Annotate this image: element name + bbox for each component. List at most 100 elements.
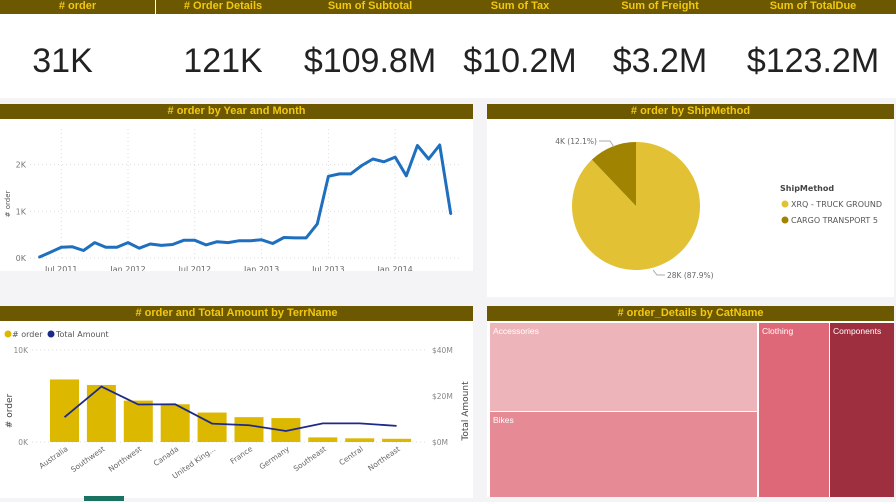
legend-item: XRQ - TRUCK GROUND xyxy=(791,200,882,209)
kpi-value: 121K xyxy=(183,42,263,80)
data-point xyxy=(115,246,118,249)
kpi-label: # Order Details xyxy=(156,0,290,14)
x-tick-label: Northwest xyxy=(107,444,144,474)
data-point xyxy=(182,239,185,242)
data-point xyxy=(227,241,230,244)
chart-title: # order by Year and Month xyxy=(0,104,473,119)
legend-item: Total Amount xyxy=(55,330,109,339)
bar xyxy=(345,438,375,442)
kpi-subtotal: Sum of Subtotal $109.8M xyxy=(290,0,450,98)
legend-marker xyxy=(781,216,789,224)
line-chart: 0K 1K 2K Jul 2011 Jan 2012 Jul 2012 Jan 2013 Ju… xyxy=(4,129,462,285)
kpi-row: # order 31K # Order Details 121K Sum of Su… xyxy=(0,0,896,98)
treemap-panel[interactable]: # order_Details by CatName Accessories Bi… xyxy=(487,306,894,497)
legend-title: ShipMethod xyxy=(780,184,834,193)
data-point xyxy=(93,241,96,244)
x-tick-label: Jan 2012 xyxy=(109,265,145,271)
y2-tick-label: $40M xyxy=(432,346,453,355)
treemap: Accessories Bikes Clothing Components xyxy=(487,321,894,497)
pie-chart-panel[interactable]: # order by ShipMethod 4K (12.1%) 28K (87.… xyxy=(487,104,894,297)
amount-line xyxy=(63,385,397,432)
y2-axis-title: Total Amount xyxy=(461,381,471,442)
x-tick-label: Australia xyxy=(37,444,69,470)
bar xyxy=(160,404,190,442)
kpi-totaldue: Sum of TotalDue $123.2M xyxy=(730,0,896,98)
tile-label: Components xyxy=(833,326,882,336)
x-tick-label: Jan 2013 xyxy=(243,265,279,271)
data-point xyxy=(427,157,430,160)
data-point xyxy=(449,213,452,216)
kpi-value: $123.2M xyxy=(746,42,880,80)
line-chart-panel[interactable]: # order by Year and Month 0K 1K 2K Jul 2011… xyxy=(0,104,473,285)
data-point xyxy=(82,249,85,252)
x-tick-label: Canada xyxy=(152,444,181,468)
bar xyxy=(234,417,264,442)
data-point xyxy=(338,172,341,175)
data-point xyxy=(38,256,40,259)
legend-item: CARGO TRANSPORT 5 xyxy=(791,216,878,225)
x-tick-label: Jul 2012 xyxy=(178,265,212,271)
data-point xyxy=(405,174,408,177)
data-point xyxy=(104,246,107,249)
combo-chart: # order Total Amount 0K 10K $0M $20M $40M Austr… xyxy=(4,330,471,481)
chart-title: # order and Total Amount by TerrName xyxy=(0,306,473,321)
data-point xyxy=(349,172,352,175)
y-tick-label: 2K xyxy=(16,161,27,170)
data-point xyxy=(193,239,196,242)
kpi-order: # order 31K xyxy=(0,0,155,98)
kpi-label: Sum of Freight xyxy=(590,0,730,14)
treemap-tile[interactable]: Components xyxy=(830,323,894,497)
page-tab[interactable] xyxy=(84,496,124,501)
kpi-value: $10.2M xyxy=(463,42,577,80)
kpi-value: $3.2M xyxy=(612,42,708,80)
y-tick-label: 0K xyxy=(16,254,27,263)
kpi-order-details: # Order Details 121K xyxy=(156,0,290,98)
data-label: 4K (12.1%) xyxy=(555,137,597,146)
x-tick-label: Southeast xyxy=(292,444,328,473)
y-axis-title: # order xyxy=(5,394,15,429)
x-tick-label: Northeast xyxy=(366,444,402,473)
data-label: 28K (87.9%) xyxy=(667,271,714,280)
legend-marker xyxy=(781,200,789,208)
x-tick-label: Jul 2013 xyxy=(311,265,345,271)
data-point xyxy=(371,157,374,160)
x-tick-label: Germany xyxy=(258,444,292,471)
kpi-freight: Sum of Freight $3.2M xyxy=(590,0,730,98)
data-point xyxy=(271,242,274,245)
kpi-label: # order xyxy=(0,0,155,14)
bar-chart-panel[interactable]: # order and Total Amount by TerrName # o… xyxy=(0,306,473,498)
data-point xyxy=(49,251,52,254)
kpi-label: Sum of Tax xyxy=(450,0,590,14)
treemap-tile[interactable]: Bikes xyxy=(490,412,757,497)
legend-marker xyxy=(47,330,55,338)
y-tick-label: 10K xyxy=(14,346,30,355)
kpi-label: Sum of TotalDue xyxy=(730,0,896,14)
data-point xyxy=(71,245,74,248)
data-point xyxy=(394,156,397,159)
bar xyxy=(50,379,79,442)
treemap-tile[interactable]: Accessories xyxy=(490,323,757,411)
data-point xyxy=(149,242,152,245)
chart-title: # order by ShipMethod xyxy=(487,104,894,119)
data-point xyxy=(416,144,419,147)
kpi-label: Sum of Subtotal xyxy=(290,0,450,14)
data-point xyxy=(204,243,207,246)
legend-marker xyxy=(4,330,12,338)
treemap-tile[interactable]: Clothing xyxy=(759,323,829,497)
data-point xyxy=(282,236,285,239)
tile-label: Clothing xyxy=(762,326,794,336)
y-axis-title: # order xyxy=(4,191,12,218)
data-point xyxy=(60,246,63,249)
x-tick-label: Southwest xyxy=(69,444,106,474)
bar xyxy=(123,400,153,442)
data-point xyxy=(327,175,330,178)
x-tick-label: Jul 2011 xyxy=(44,265,78,271)
data-point xyxy=(249,239,252,242)
kpi-value: 31K xyxy=(32,42,93,80)
y2-tick-label: $20M xyxy=(432,392,453,401)
data-point xyxy=(383,160,386,163)
y2-tick-label: $0M xyxy=(432,438,448,447)
legend-item: # order xyxy=(12,330,43,339)
y-tick-label: 0K xyxy=(18,438,29,447)
data-point xyxy=(260,238,263,241)
